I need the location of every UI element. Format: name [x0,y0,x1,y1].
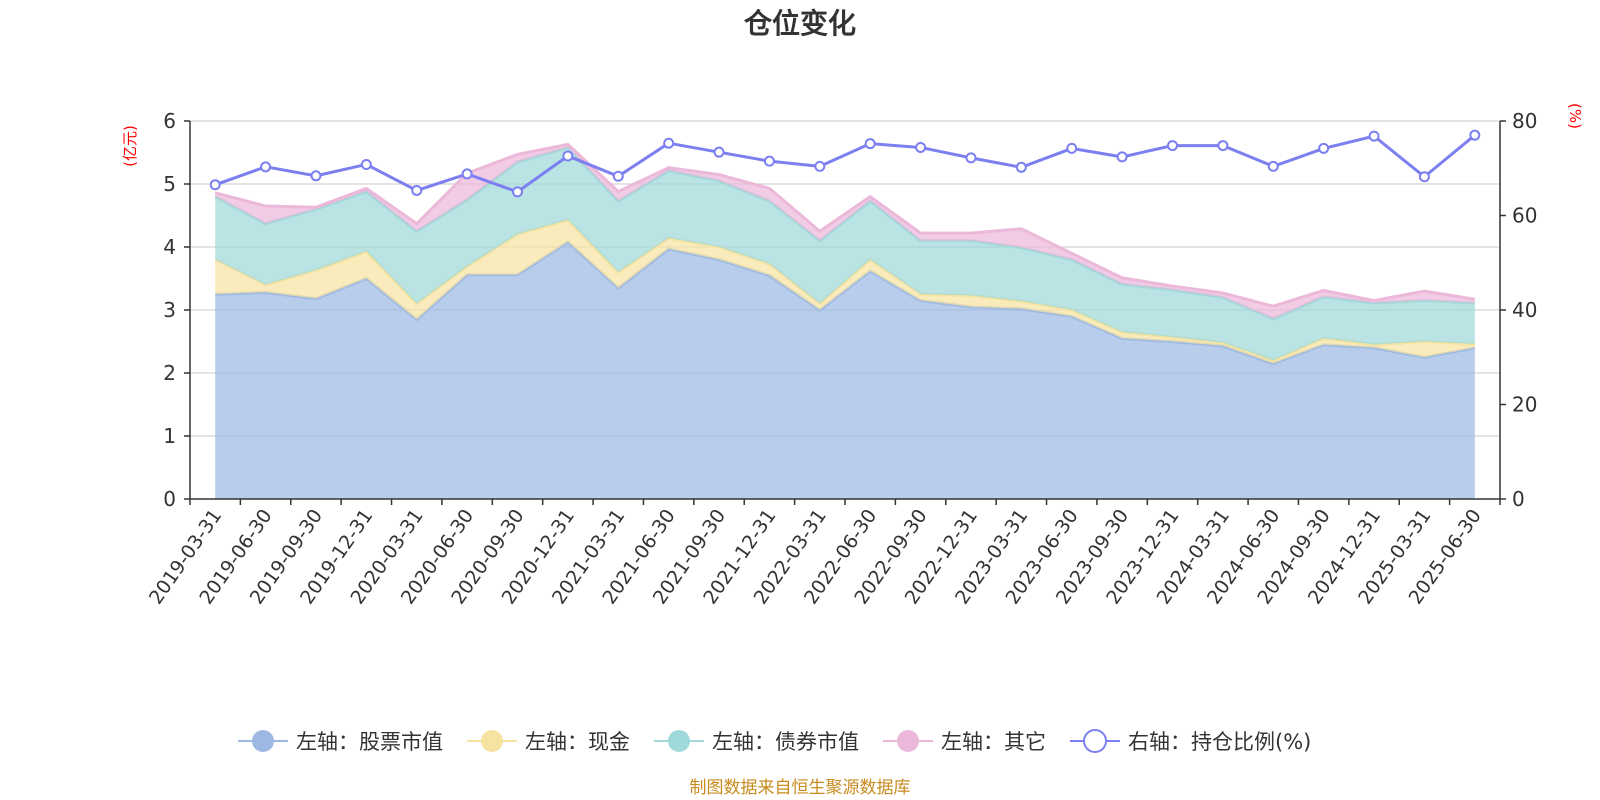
legend-item[interactable]: 左轴：现金 [467,730,630,754]
ratio-point[interactable] [1368,130,1380,142]
area-edge [214,142,1476,308]
right-tick-label: 20 [1512,393,1537,417]
left-tick-label: 4 [163,235,176,259]
right-tick-label: 40 [1512,298,1537,322]
legend[interactable]: 左轴：股票市值 左轴：现金 左轴：债券市值 左轴：其它 右轴：持仓比例(%) [238,729,1311,754]
right-tick-label: 80 [1512,109,1537,133]
left-tick-label: 3 [163,298,176,322]
ratio-point[interactable] [1318,142,1330,154]
ratio-point[interactable] [411,184,423,196]
left-tick-label: 1 [163,424,176,448]
ratio-point[interactable] [763,155,775,167]
left-tick-label: 2 [163,361,176,385]
ratio-point[interactable] [360,158,372,170]
ratio-point[interactable] [965,152,977,164]
right-tick-label: 60 [1512,204,1537,228]
ratio-point[interactable] [1116,151,1128,163]
left-axis-unit: (亿元) [121,125,139,167]
left-tick-label: 0 [163,487,176,511]
ratio-point[interactable] [209,179,221,191]
ratio-point[interactable] [1015,161,1027,173]
area-左轴：股票市值 [215,241,1475,499]
ratio-point[interactable] [814,160,826,172]
ratio-point[interactable] [1217,140,1229,152]
legend-marker [252,730,274,752]
legend-label: 左轴：股票市值 [296,730,443,754]
legend-marker [897,730,919,752]
data-source-note: 制图数据来自恒生聚源数据库 [690,778,911,798]
legend-marker [481,730,503,752]
legend-label: 右轴：持仓比例(%) [1128,730,1311,754]
left-tick-label: 6 [163,109,176,133]
ratio-point[interactable] [1469,129,1481,141]
legend-marker [1083,729,1107,753]
area-左轴：现金 [215,219,1475,364]
ratio-point[interactable] [512,186,523,198]
legend-item[interactable]: 左轴：债券市值 [654,730,859,754]
ratio-point[interactable] [915,141,927,153]
legend-item[interactable]: 左轴：股票市值 [238,730,443,754]
right-axis-unit: (%) [1566,103,1584,129]
legend-label: 左轴：债券市值 [712,730,859,754]
ratio-point[interactable] [713,146,725,158]
stacked-areas [214,142,1476,499]
ratio-point[interactable] [310,170,322,182]
left-tick-label: 5 [163,172,176,196]
ratio-point[interactable] [864,138,876,150]
ratio-point[interactable] [1267,160,1279,172]
legend-item[interactable]: 右轴：持仓比例(%) [1070,729,1311,754]
ratio-point[interactable] [1066,142,1078,154]
ratio-line [209,129,1481,198]
ratio-point[interactable] [1167,140,1178,152]
ratio-point[interactable] [612,170,624,182]
ratio-point[interactable] [663,137,675,149]
ratio-line-path [214,134,1476,194]
legend-label: 左轴：其它 [941,730,1046,754]
ratio-point[interactable] [260,161,272,173]
ratio-point[interactable] [1418,171,1430,183]
area-左轴：债券市值 [215,147,1475,361]
legend-item[interactable]: 左轴：其它 [883,730,1046,754]
legend-label: 左轴：现金 [525,730,630,754]
right-tick-label: 0 [1512,487,1525,511]
ratio-point[interactable] [562,150,574,162]
chart-title: 仓位变化 [744,7,856,40]
ratio-point[interactable] [461,168,473,180]
legend-marker [668,730,690,752]
